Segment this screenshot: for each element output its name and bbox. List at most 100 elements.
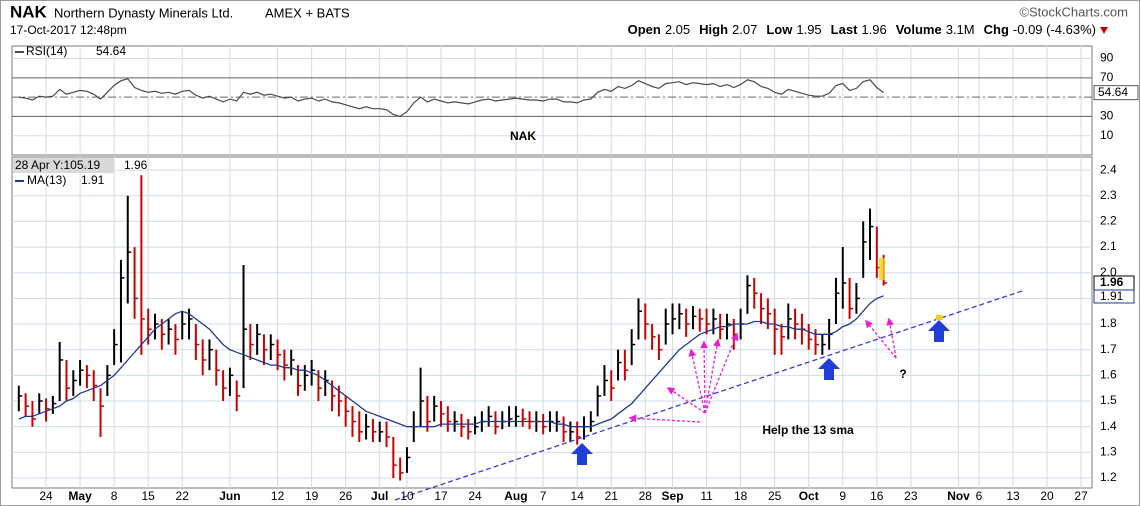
y-tick-label: 2.1 — [1100, 239, 1117, 253]
magenta-arrows — [628, 317, 897, 423]
y-tick-label: 1.5 — [1100, 393, 1117, 407]
quote: Open 2.05 High 2.07 Low 1.95 Last 1.96 Volume 3.1… — [628, 22, 1096, 37]
magenta-arrow — [886, 317, 897, 359]
x-tick-label: 8 — [111, 489, 118, 503]
source: ©StockCharts.com — [1019, 4, 1128, 19]
price-panel — [11, 156, 1093, 489]
x-tick-label: 19 — [305, 489, 319, 503]
cursor-box — [13, 158, 114, 173]
y-tick-label: 10 — [1100, 128, 1114, 142]
cursor-label: 28 Apr Y:105.19 — [15, 158, 101, 172]
x-tick-label: Oct — [799, 489, 819, 503]
x-tick-label: Jul — [371, 489, 388, 503]
x-tick-label: 9 — [839, 489, 846, 503]
x-tick-label: 17 — [434, 489, 448, 503]
y-tick-label: 1.2 — [1100, 470, 1117, 484]
y-tick-label: 90 — [1100, 51, 1114, 65]
quote-value: -0.09 (-4.63%) — [1013, 22, 1096, 37]
legend-name: MA(13) — [27, 173, 66, 187]
magenta-arrow — [628, 414, 701, 423]
y-tick-label: 70 — [1100, 70, 1114, 84]
blue-arrow — [571, 443, 593, 465]
annotation: NAK — [510, 129, 536, 143]
x-tick-label: 14 — [571, 489, 585, 503]
magenta-arrow — [688, 348, 706, 414]
blue-arrow — [928, 320, 950, 342]
quote-label: High — [699, 22, 728, 37]
highlight — [879, 258, 885, 280]
quote-value: 2.07 — [732, 22, 757, 37]
x-tick-label: 21 — [605, 489, 619, 503]
y-tick-label: 30 — [1100, 109, 1114, 123]
quote-value: 1.95 — [796, 22, 821, 37]
quote-value: 3.1M — [946, 22, 975, 37]
last-price-box-label: 1.96 — [1100, 275, 1124, 289]
legend-value: 1.91 — [81, 173, 105, 187]
x-tick-label: 12 — [271, 489, 285, 503]
y-tick-label: 1.6 — [1100, 368, 1117, 382]
legend-name: RSI(14) — [26, 44, 67, 58]
value-box-label: 54.64 — [1098, 85, 1128, 99]
x-tick-label: 16 — [870, 489, 884, 503]
mark-layer — [17, 78, 888, 481]
ma-box — [1093, 289, 1135, 304]
last-price: 1.96 — [124, 158, 148, 172]
company-name: Northern Dynasty Minerals Ltd. — [54, 5, 233, 20]
quote-value: 2.05 — [665, 22, 690, 37]
x-tick-label: Aug — [504, 489, 527, 503]
quote-label: Volume — [896, 22, 942, 37]
x-tick-label: 11 — [700, 489, 713, 503]
x-tick-label: Jun — [219, 489, 240, 503]
magenta-arrow — [666, 387, 706, 414]
x-tick-label: 13 — [1006, 489, 1020, 503]
y-tick-label: 2.2 — [1100, 214, 1117, 228]
x-tick-label: 15 — [142, 489, 156, 503]
label-layer: 10 30 70 90 RSI(14) 54.64 54.64 1.2 1.3 1.4 1.5 1.6… — [13, 44, 1139, 503]
y-tick-label: 2.0 — [1100, 265, 1117, 279]
x-tick-label: 23 — [904, 489, 918, 503]
quote-label: Open — [628, 22, 661, 37]
magenta-arrow — [700, 340, 708, 414]
magenta-arrow — [865, 319, 897, 359]
x-tick-label: 28 — [639, 489, 653, 503]
x-tick-label: 10 — [400, 489, 414, 503]
y-tick-label: 2.3 — [1100, 188, 1117, 202]
rsi-line — [18, 78, 884, 118]
magenta-arrow — [704, 338, 721, 414]
x-tick-label: 24 — [468, 489, 482, 503]
x-tick-label: 26 — [339, 489, 353, 503]
x-tick-label: 7 — [540, 489, 547, 503]
x-tick-label: May — [68, 489, 92, 503]
quote-label: Chg — [984, 22, 1009, 37]
legend-value: 54.64 — [96, 44, 126, 58]
grid-layer — [12, 46, 1092, 488]
exchange: AMEX + BATS — [265, 5, 350, 20]
y-tick-label: 2.4 — [1100, 162, 1117, 176]
ma-line — [18, 295, 884, 428]
x-tick-label: 18 — [734, 489, 748, 503]
ma-box-label: 1.91 — [1100, 289, 1124, 303]
quote-value: 1.96 — [861, 22, 886, 37]
annotation: Help the 13 sma — [762, 423, 854, 437]
x-tick-label: 6 — [976, 489, 983, 503]
magenta-arrow — [704, 332, 739, 414]
y-tick-label: 1.8 — [1100, 316, 1117, 330]
highlight — [936, 315, 943, 320]
x-tick-label: 27 — [1074, 489, 1088, 503]
quote-label: Low — [766, 22, 793, 37]
rsi-panel — [11, 45, 1093, 156]
annotation: ? — [899, 367, 906, 381]
x-tick-label: Sep — [662, 489, 684, 503]
blue-arrows — [571, 320, 950, 465]
x-tick-label: 22 — [176, 489, 190, 503]
x-tick-label: 24 — [39, 489, 53, 503]
x-tick-label: 25 — [768, 489, 782, 503]
quote-label: Last — [831, 22, 858, 37]
y-tick-label: 1.4 — [1100, 419, 1117, 433]
x-tick-label: 20 — [1040, 489, 1054, 503]
down-triangle — [1100, 27, 1108, 34]
y-tick-label: 1.3 — [1100, 445, 1117, 459]
y-tick-label: 1.7 — [1100, 342, 1117, 356]
